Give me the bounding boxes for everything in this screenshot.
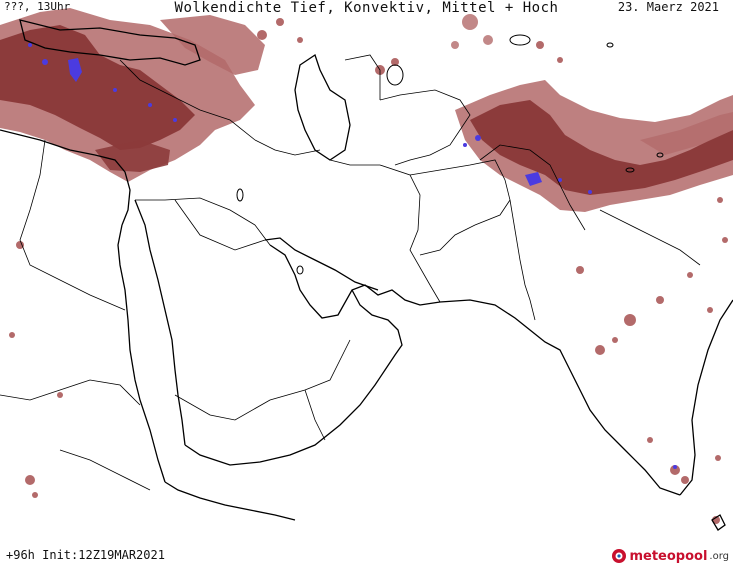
cloud-area-tibet-north	[640, 112, 733, 155]
convective-cell	[475, 135, 481, 141]
coastline-india-west	[439, 299, 681, 496]
model-run-info: +96h Init:12Z19MAR2021	[6, 548, 165, 562]
border-line	[344, 54, 381, 100]
coastline-layer	[0, 19, 733, 531]
valid-time-label: ???, 13Uhr	[4, 0, 71, 13]
convective-layer	[28, 43, 677, 469]
border-line	[135, 197, 271, 246]
cloud-area-turkey-dense	[0, 25, 195, 150]
convective-cell	[673, 465, 677, 469]
border-line	[304, 389, 326, 441]
coastline-caspian-sea	[294, 53, 351, 161]
logo-tld-text: .org	[709, 550, 729, 562]
coastline-black-sea	[19, 19, 201, 66]
coastline-sri-lanka	[711, 514, 726, 531]
coastline-red-sea-west	[117, 224, 166, 483]
valid-date: 23. Maerz 2021	[617, 0, 719, 14]
cloud-area-levant	[95, 140, 170, 172]
cloud-area-himalaya-dense	[470, 100, 733, 195]
convective-cell	[558, 178, 562, 182]
map-title: Wolkendichte Tief, Konvektiv, Mittel + H…	[174, 0, 559, 16]
lake-layer	[236, 34, 664, 275]
border-line	[329, 159, 441, 303]
border-line	[19, 139, 126, 311]
meteopool-logo-icon	[612, 549, 627, 563]
coastline-arabia-south	[184, 289, 403, 466]
convective-cell	[42, 59, 48, 65]
border-line	[59, 449, 151, 491]
border-line	[254, 139, 321, 156]
convective-cell	[525, 172, 542, 186]
convective-cell	[173, 118, 177, 122]
convective-cell	[148, 103, 152, 107]
convective-cell	[68, 58, 82, 82]
convective-cell	[588, 190, 592, 194]
cloud-density-layer	[0, 8, 733, 524]
border-line	[599, 209, 701, 266]
coastline-horn-africa	[164, 481, 296, 521]
meteopool-logo[interactable]: meteopool .org	[611, 548, 729, 564]
coastline-india-east	[679, 299, 733, 496]
logo-brand-text: meteopool	[629, 548, 708, 564]
border-line	[119, 59, 256, 141]
border-line	[379, 89, 471, 166]
convective-cell	[113, 88, 117, 92]
border-line	[479, 144, 586, 231]
border-layer	[0, 54, 701, 491]
coastline-red-sea-east	[134, 199, 186, 446]
coastline-iran-south	[264, 237, 379, 291]
border-line	[174, 339, 351, 421]
coastline-persian-gulf	[269, 244, 441, 319]
border-line	[0, 389, 61, 401]
border-line	[174, 199, 266, 251]
border-line	[59, 379, 141, 406]
cloud-area-caucasus	[160, 15, 265, 75]
convective-cell	[463, 143, 467, 147]
coastline-med-east	[0, 129, 131, 226]
border-line	[409, 159, 511, 256]
border-line	[509, 199, 536, 321]
convective-cell	[28, 43, 32, 47]
